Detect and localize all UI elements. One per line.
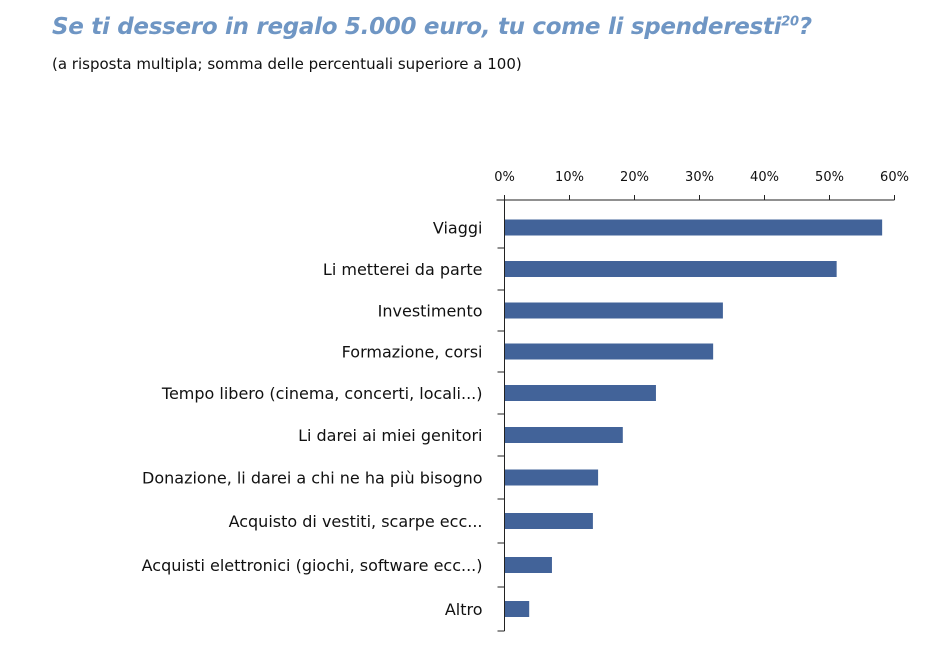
x-tick-label: 10% bbox=[555, 170, 584, 185]
x-tick-label: 0% bbox=[494, 170, 515, 185]
category-label: Investimento bbox=[378, 302, 483, 321]
x-tick-label: 60% bbox=[880, 170, 909, 185]
category-label: Altro bbox=[445, 600, 483, 619]
bar bbox=[505, 513, 593, 529]
x-tick-label: 50% bbox=[815, 170, 844, 185]
bar bbox=[505, 427, 623, 443]
bar bbox=[505, 302, 723, 319]
category-label: Acquisto di vestiti, scarpe ecc... bbox=[229, 512, 483, 531]
category-label: Donazione, li darei a chi ne ha più biso… bbox=[142, 469, 482, 488]
bar bbox=[505, 261, 837, 277]
bar bbox=[505, 343, 714, 360]
bar bbox=[505, 601, 530, 617]
category-label: Formazione, corsi bbox=[342, 343, 483, 362]
category-label: Acquisti elettronici (giochi, software e… bbox=[142, 556, 483, 575]
bar bbox=[505, 385, 656, 401]
category-label: Tempo libero (cinema, concerti, locali..… bbox=[161, 384, 483, 403]
bar bbox=[505, 557, 552, 573]
category-label: Viaggi bbox=[433, 219, 483, 238]
footnote-marker: 20 bbox=[781, 14, 799, 30]
category-label: Li metterei da parte bbox=[323, 260, 483, 279]
bar bbox=[505, 469, 599, 486]
x-tick-label: 30% bbox=[685, 170, 714, 185]
chart-title-text: Se ti dessero in regalo 5.000 euro, tu c… bbox=[52, 14, 782, 40]
chart-title-suffix: ? bbox=[798, 14, 812, 40]
x-tick-label: 40% bbox=[750, 170, 779, 185]
category-labels: Viaggi Li metterei da parte Investimento Fo… bbox=[142, 219, 483, 620]
category-label: Li darei ai miei genitori bbox=[298, 426, 482, 445]
bars bbox=[505, 219, 883, 617]
axes: 0% 10% 20% 30% 40% 50% 60% bbox=[494, 170, 909, 632]
chart-subtitle: (a risposta multipla; somma delle percen… bbox=[52, 55, 522, 73]
bar bbox=[505, 219, 883, 236]
x-tick-label: 20% bbox=[620, 170, 649, 185]
chart-title: Se ti dessero in regalo 5.000 euro, tu c… bbox=[52, 14, 812, 40]
